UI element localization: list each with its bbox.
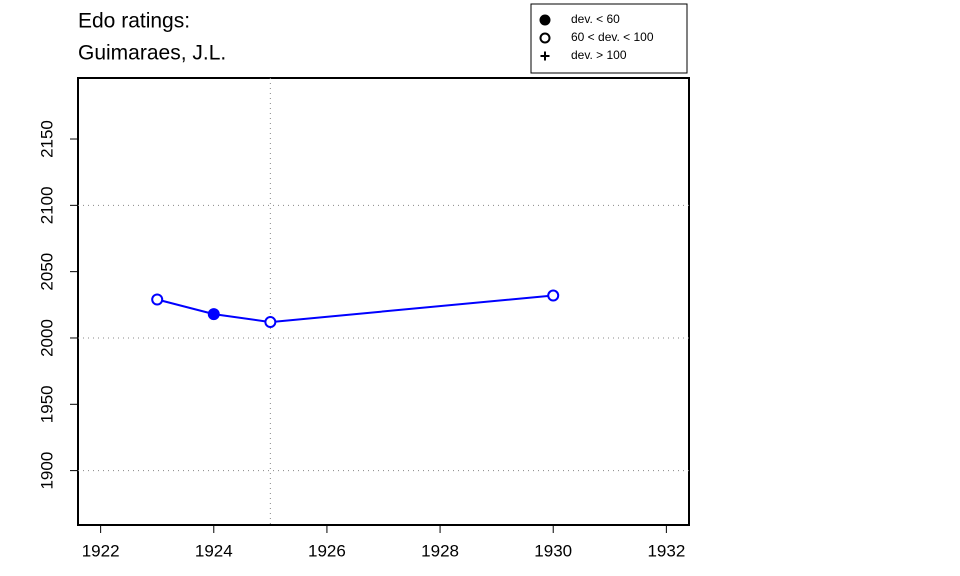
point — [151, 293, 164, 306]
legend-label: 60 < dev. < 100 — [571, 30, 654, 44]
legend-box — [530, 3, 688, 74]
point — [264, 316, 277, 329]
x-tick-label: 1924 — [195, 541, 233, 560]
y-tick-label: 2100 — [37, 186, 56, 224]
x-tick-label: 1932 — [647, 541, 685, 560]
x-tick-label: 1928 — [421, 541, 459, 560]
y-tick-label: 2150 — [37, 120, 56, 158]
y-tick-label: 1950 — [37, 385, 56, 423]
legend-symbol — [539, 14, 551, 26]
chart-title: Guimaraes, J.L. — [78, 42, 226, 65]
point — [207, 308, 220, 321]
y-tick-label: 2000 — [37, 319, 56, 357]
y-tick-label: 2050 — [37, 253, 56, 291]
legend-label: dev. < 60 — [571, 12, 620, 26]
x-tick-label: 1930 — [534, 541, 572, 560]
plot-frame — [77, 77, 690, 526]
x-tick-label: 1926 — [308, 541, 346, 560]
y-tick-label: 1900 — [37, 452, 56, 490]
legend: dev. < 60 60 < dev. < 100 dev. > 100 — [530, 3, 688, 74]
legend-symbol — [540, 51, 550, 61]
legend-label: dev. > 100 — [571, 48, 627, 62]
chart-title: Edo ratings: — [78, 10, 190, 33]
series-line — [156, 294, 554, 324]
point — [547, 289, 560, 302]
x-tick-label: 1922 — [82, 541, 120, 560]
legend-symbol — [539, 32, 551, 44]
